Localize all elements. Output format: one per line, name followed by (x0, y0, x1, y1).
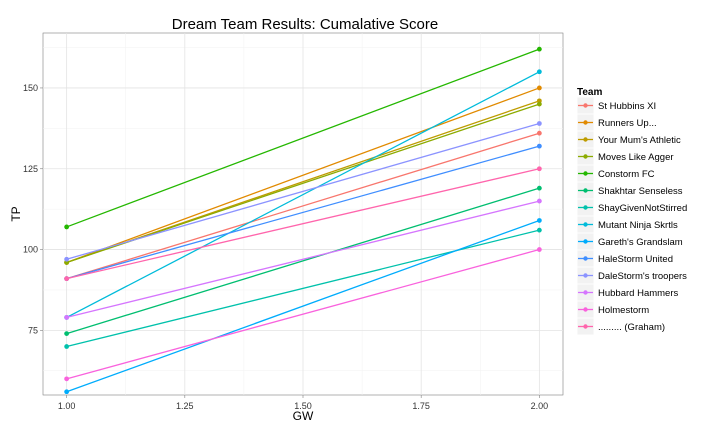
data-point (536, 218, 542, 223)
legend-item: St Hubbins XI (576, 96, 656, 115)
legend-title: Team (577, 87, 602, 98)
series-line (66, 145, 540, 280)
data-point (64, 331, 70, 336)
series-5 (64, 185, 542, 336)
legend-item: DaleStorm's troopers (576, 266, 687, 285)
legend-key-point (583, 137, 588, 142)
legend-item: Shakhtar Senseless (576, 181, 683, 200)
legend-key-point (583, 205, 588, 210)
legend-key-point (583, 256, 588, 261)
legend-key-point (583, 239, 588, 244)
legend-key-point (583, 290, 588, 295)
legend-label: ShayGivenNotStirred (598, 203, 687, 214)
series-line (66, 200, 540, 319)
data-point (64, 376, 70, 382)
series-10 (64, 121, 542, 262)
legend-key-point (583, 222, 588, 227)
x-tick-label: 1.00 (58, 401, 76, 411)
legend-label: HaleStorm United (598, 254, 673, 265)
legend-item: ShayGivenNotStirred (576, 198, 687, 217)
series-13 (64, 166, 542, 282)
chart-title: Dream Team Results: Cumalative Score (172, 16, 438, 33)
legend-item: Your Mum's Athletic (576, 130, 681, 149)
data-point (536, 101, 542, 107)
data-point (64, 315, 70, 320)
legend-label: Constorm FC (598, 169, 655, 180)
data-point (536, 130, 542, 136)
data-point (64, 256, 70, 262)
series-line (66, 187, 540, 335)
legend-key-point (583, 324, 588, 329)
data-point (64, 344, 70, 349)
data-point (536, 198, 542, 204)
series-line (66, 87, 540, 264)
data-point (536, 166, 542, 172)
legend-item: ......... (Graham) (576, 317, 665, 336)
y-axis-ticks: 75 100 125 150 (23, 83, 43, 335)
data-point (536, 185, 542, 191)
data-point (536, 69, 542, 75)
legend-label: Mutant Ninja Skrtls (598, 220, 678, 231)
legend-label: Moves Like Agger (598, 152, 674, 163)
legend-label: Holmestorm (598, 305, 649, 316)
series-line (66, 122, 540, 260)
legend-key-point (583, 154, 588, 159)
x-axis-ticks: 1.00 1.25 1.50 1.75 2.00 (58, 395, 548, 411)
legend-item: HaleStorm United (576, 249, 673, 268)
series-line (66, 168, 540, 280)
series-12 (64, 247, 542, 382)
legend-label: Your Mum's Athletic (598, 135, 681, 146)
data-point (64, 276, 70, 282)
legend-item: Constorm FC (576, 164, 655, 183)
series-line (66, 132, 540, 280)
legend-key-point (583, 103, 588, 108)
x-tick-label: 2.00 (531, 401, 549, 411)
legend-item: Hubbard Hammers (576, 283, 678, 302)
series-layer (64, 46, 542, 395)
legend-label: Gareth's Grandslam (598, 237, 683, 248)
data-point (536, 143, 542, 149)
y-tick-label: 75 (28, 325, 38, 335)
legend-item: Mutant Ninja Skrtls (576, 215, 678, 234)
data-point (536, 227, 542, 233)
series-line (66, 219, 540, 393)
series-8 (64, 218, 542, 395)
y-tick-label: 100 (23, 245, 38, 255)
series-11 (64, 198, 542, 320)
legend-item: Runners Up... (576, 113, 657, 132)
legend-key-point (583, 188, 588, 193)
legend-key-point (583, 273, 588, 278)
legend-item: Gareth's Grandslam (576, 232, 683, 251)
legend: Team St Hubbins XI Runners Up... Your Mum'… (576, 87, 687, 336)
data-point (536, 247, 542, 252)
legend-key-point (583, 307, 588, 312)
x-tick-label: 1.25 (176, 401, 194, 411)
legend-label: DaleStorm's troopers (598, 271, 687, 282)
legend-label: St Hubbins XI (598, 101, 656, 112)
y-tick-label: 125 (23, 164, 38, 174)
series-line (66, 71, 540, 319)
data-point (64, 224, 70, 230)
y-tick-label: 150 (23, 83, 38, 93)
legend-label: Hubbard Hammers (598, 288, 678, 299)
legend-key-point (583, 120, 588, 125)
y-axis-title: TP (9, 206, 23, 221)
data-point (536, 85, 542, 91)
series-4 (64, 46, 542, 230)
legend-label: Shakhtar Senseless (598, 186, 683, 197)
data-point (536, 121, 542, 126)
data-point (64, 389, 70, 395)
legend-key-point (583, 171, 588, 176)
data-point (536, 46, 542, 52)
series-line (66, 48, 540, 228)
legend-item: Holmestorm (576, 300, 649, 319)
x-tick-label: 1.50 (294, 401, 312, 411)
series-line (66, 248, 540, 380)
x-tick-label: 1.75 (412, 401, 430, 411)
legend-label: Runners Up... (598, 118, 657, 129)
x-axis-title: GW (293, 409, 314, 423)
legend-label: ......... (Graham) (598, 322, 665, 333)
legend-item: Moves Like Agger (576, 147, 674, 166)
